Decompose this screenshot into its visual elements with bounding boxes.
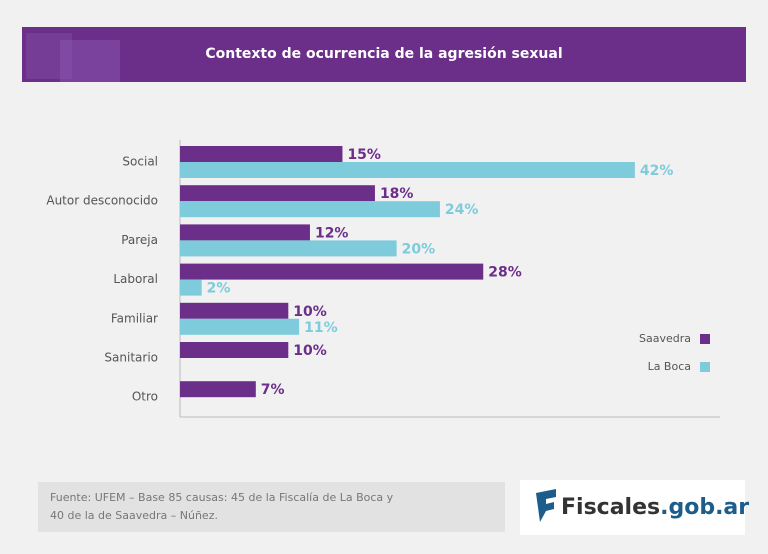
logo-icon — [536, 489, 556, 522]
source-box — [38, 482, 505, 532]
bar — [180, 381, 256, 398]
bar — [180, 224, 310, 241]
value-label: 42% — [640, 163, 674, 179]
header-decor — [60, 40, 120, 82]
category-label: Pareja — [121, 233, 158, 247]
bar — [180, 162, 635, 178]
logo: Fiscales.gob.ar — [561, 495, 749, 520]
category-label: Social — [122, 155, 158, 169]
value-label: 10% — [293, 343, 327, 359]
value-label: 20% — [402, 241, 436, 257]
legend-swatch — [700, 362, 710, 372]
source: Fuente: UFEM – Base 85 causas: 45 de la … — [50, 491, 394, 504]
category-label: Familiar — [111, 311, 158, 325]
bar — [180, 201, 440, 218]
legend-swatch — [700, 334, 710, 344]
legend-label: La Boca — [648, 360, 691, 373]
source: 40 de la de Saavedra – Núñez. — [50, 509, 218, 522]
value-label: 24% — [445, 202, 479, 218]
header-bar — [22, 27, 746, 82]
value-label: 10% — [293, 304, 327, 320]
legend-label: Saavedra — [639, 332, 691, 345]
bar — [180, 263, 484, 280]
bar — [180, 318, 300, 335]
bar — [180, 342, 289, 358]
bar — [180, 146, 343, 162]
value-label: 18% — [380, 186, 414, 202]
value-label: 7% — [261, 382, 285, 398]
logo-box — [520, 480, 745, 535]
category-label: Sanitario — [104, 351, 158, 365]
category-label: Otro — [132, 390, 158, 404]
bar — [180, 302, 289, 319]
value-label: 2% — [207, 281, 231, 297]
category-label: Autor desconocido — [46, 194, 158, 208]
value-label: 15% — [347, 147, 381, 163]
value-label: 11% — [304, 320, 338, 336]
bar — [180, 279, 202, 296]
bar — [180, 240, 397, 257]
bar — [180, 185, 375, 202]
chart-title: Contexto de ocurrencia de la agresión se… — [205, 46, 562, 62]
value-label: 12% — [315, 225, 349, 241]
value-label: 28% — [488, 265, 522, 281]
category-label: Laboral — [113, 272, 158, 286]
